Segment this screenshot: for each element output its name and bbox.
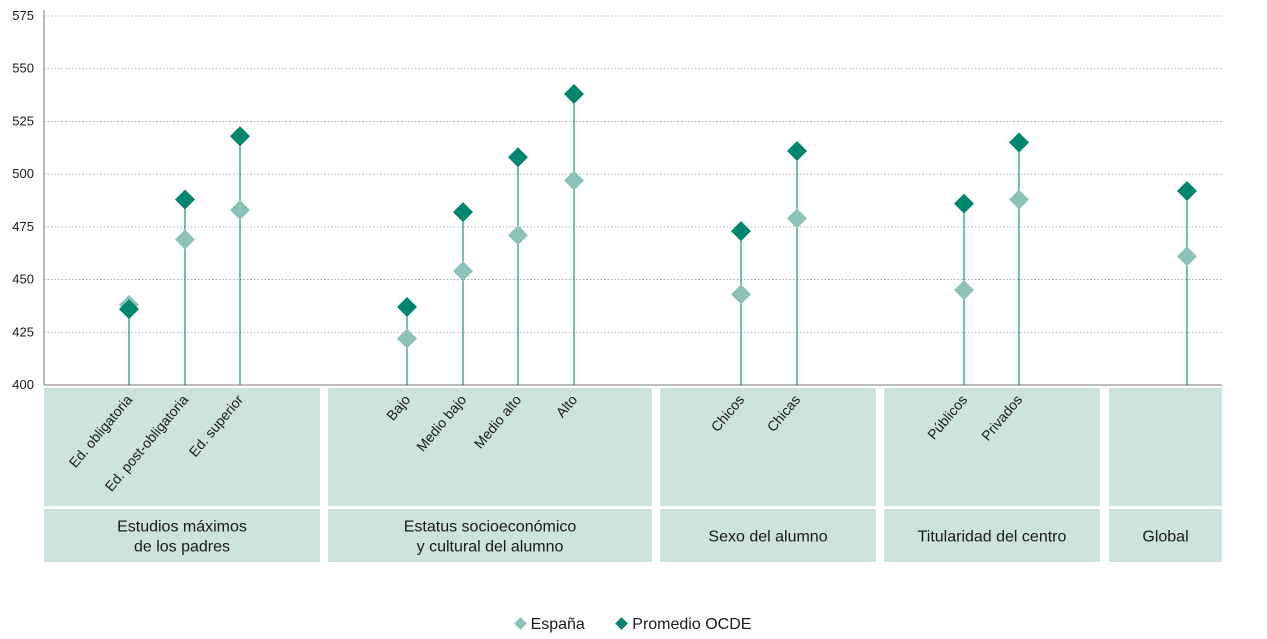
group-panel xyxy=(328,509,652,562)
y-tick-label: 400 xyxy=(12,377,34,392)
y-tick-label: 475 xyxy=(12,219,34,234)
group-label: Global xyxy=(1142,529,1188,546)
marker-ocde xyxy=(175,189,195,210)
legend: España Promedio OCDE xyxy=(0,616,1267,634)
category-panel xyxy=(1109,388,1222,506)
group-panel xyxy=(1109,509,1222,562)
marker-espana xyxy=(397,328,417,349)
marker-ocde xyxy=(954,193,974,214)
group-label: Estatus socioeconómico xyxy=(404,519,577,536)
legend-marker-espana xyxy=(513,617,527,630)
y-tick-label: 525 xyxy=(12,113,34,128)
group-panel xyxy=(660,509,876,562)
marker-espana xyxy=(787,208,807,229)
marker-espana xyxy=(954,280,974,301)
marker-espana xyxy=(731,284,751,305)
marker-ocde xyxy=(508,147,528,168)
group-label: Titularidad del centro xyxy=(918,529,1067,546)
marker-ocde xyxy=(1009,132,1029,153)
y-tick-label: 500 xyxy=(12,166,34,181)
y-tick-label: 450 xyxy=(12,272,34,287)
marker-espana xyxy=(1009,189,1029,210)
legend-item-ocde: Promedio OCDE xyxy=(615,616,752,634)
marker-ocde xyxy=(731,221,751,242)
group-panel xyxy=(44,509,320,562)
group-label: y cultural del alumno xyxy=(417,539,564,556)
marker-ocde xyxy=(787,140,807,161)
legend-item-espana: España xyxy=(513,616,585,634)
marker-espana xyxy=(230,199,250,220)
category-panel xyxy=(328,388,652,506)
category-panel xyxy=(884,388,1100,506)
legend-label-ocde: Promedio OCDE xyxy=(632,616,752,633)
legend-marker-ocde xyxy=(615,617,629,630)
marker-espana xyxy=(1177,246,1197,267)
marker-espana xyxy=(564,170,584,191)
category-panel xyxy=(660,388,876,506)
y-tick-label: 425 xyxy=(12,324,34,339)
group-label: de los padres xyxy=(134,539,230,556)
marker-ocde xyxy=(453,202,473,223)
group-label: Estudios máximos xyxy=(117,519,247,536)
group-panel xyxy=(884,509,1100,562)
marker-ocde xyxy=(397,296,417,317)
y-tick-label: 550 xyxy=(12,61,34,76)
legend-label-espana: España xyxy=(530,616,585,633)
marker-ocde xyxy=(119,299,139,320)
marker-ocde xyxy=(1177,181,1197,202)
marker-espana xyxy=(453,261,473,282)
marker-ocde xyxy=(564,84,584,105)
chart-svg: 400 425 450 475 500 525 550 575 Estudios máximos… xyxy=(12,8,1222,562)
y-tick-label: 575 xyxy=(12,8,34,23)
marker-espana xyxy=(508,225,528,246)
marker-ocde xyxy=(230,126,250,147)
marker-espana xyxy=(175,229,195,250)
group-label: Sexo del alumno xyxy=(708,529,827,546)
category-panel xyxy=(44,388,320,506)
